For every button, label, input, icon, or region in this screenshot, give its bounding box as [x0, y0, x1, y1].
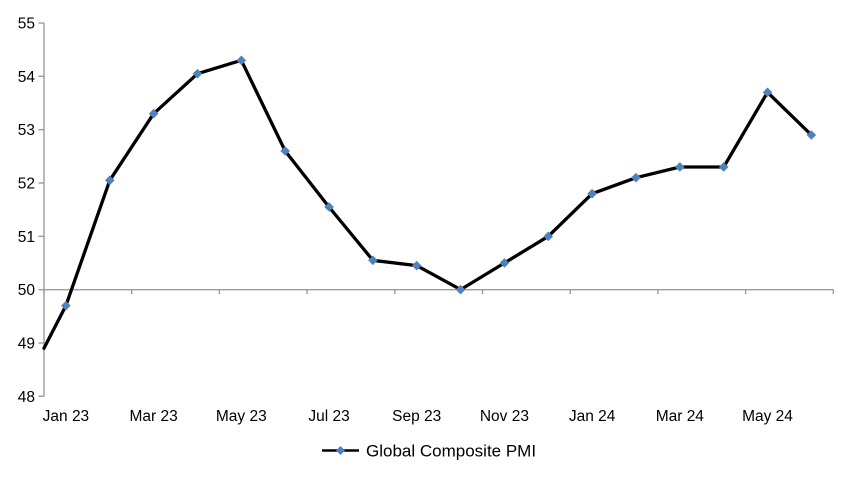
y-axis-label: 54: [18, 69, 36, 86]
data-point-apr-23: [192, 68, 203, 79]
x-axis-label: Jan 23: [43, 408, 90, 425]
x-axis-label: Sep 23: [392, 408, 441, 425]
x-axis-label: Nov 23: [480, 408, 529, 425]
y-axis-label: 51: [18, 229, 35, 246]
legend-label: Global Composite PMI: [366, 442, 536, 461]
data-point-oct-23: [455, 284, 466, 295]
data-point-may-23: [236, 55, 247, 66]
data-point-sep-23: [411, 260, 422, 271]
y-axis-label: 53: [18, 122, 35, 139]
data-point-may-24: [762, 87, 773, 98]
data-point-feb-23: [104, 175, 115, 186]
x-axis-label: Mar 24: [656, 408, 705, 425]
data-point-jun-23: [280, 146, 290, 156]
x-axis-label: Mar 23: [130, 408, 178, 425]
data-point-jan-23: [61, 300, 71, 311]
y-axis-label: 52: [18, 175, 35, 192]
data-point-jul-23: [324, 202, 334, 212]
data-point-jan-24: [587, 188, 597, 199]
x-axis-label: Jul 23: [308, 408, 349, 425]
series-global-composite-pmi: [42, 55, 817, 350]
x-axis-label: May 24: [742, 408, 793, 425]
y-axis-label: 49: [18, 335, 35, 352]
legend-diamond-icon: [336, 446, 345, 455]
x-axis-label: Jan 24: [569, 408, 616, 425]
y-axis-label: 48: [18, 389, 35, 406]
data-point-jun-24: [806, 130, 817, 140]
data-point-dec-23: [543, 231, 554, 242]
y-axis-label: 50: [18, 282, 36, 299]
axes: 55 54 53 52 51 50 49 48 Jan 23 Mar 23 May 23 Jul 23…: [18, 16, 834, 425]
data-point-apr-24: [718, 162, 729, 172]
legend: Global Composite PMI: [322, 442, 536, 461]
y-axis-label: 55: [18, 16, 35, 33]
data-point-nov-23: [499, 258, 510, 268]
data-point-mar-23: [148, 108, 159, 119]
data-point-aug-23: [368, 255, 378, 266]
x-axis-label: May 23: [216, 408, 267, 425]
data-point-feb-24: [631, 172, 641, 183]
pmi-series-line: [42, 58, 814, 350]
data-point-mar-24: [675, 162, 685, 172]
